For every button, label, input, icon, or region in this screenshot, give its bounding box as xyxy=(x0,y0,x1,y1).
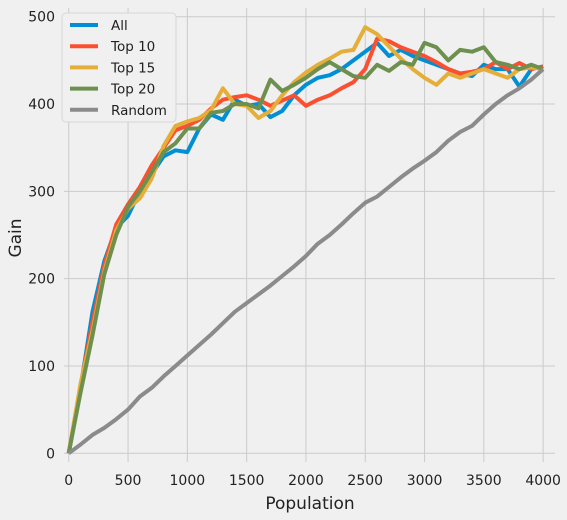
y-tick-label: 400 xyxy=(28,97,55,113)
series-line-top-10 xyxy=(66,36,544,454)
y-tick-label: 0 xyxy=(46,446,55,462)
x-tick-label: 1000 xyxy=(170,473,206,489)
series-lines xyxy=(66,25,545,455)
legend-label-all: All xyxy=(111,18,128,34)
y-tick-label: 500 xyxy=(28,10,55,26)
x-tick-label: 0 xyxy=(64,473,73,489)
y-axis-title: Gain xyxy=(6,218,26,257)
x-tick-label: 4000 xyxy=(525,473,561,489)
legend-label-top-20: Top 20 xyxy=(110,82,155,98)
series-line-top-20 xyxy=(66,40,544,454)
series-line-top-15 xyxy=(66,25,544,454)
series-line-random xyxy=(67,67,545,455)
y-tick-label: 100 xyxy=(28,359,55,375)
y-tick-label: 200 xyxy=(28,272,55,288)
x-tick-label: 3500 xyxy=(466,473,502,489)
legend: All Top 10 Top 15 Top 20 Random xyxy=(61,12,177,123)
x-tick-label: 3000 xyxy=(407,473,443,489)
y-tick-label: 300 xyxy=(28,184,55,200)
tick-labels: 0 500 1000 1500 2000 2500 3000 3500 4000 0 100 200 3… xyxy=(28,10,561,489)
legend-label-top-15: Top 15 xyxy=(110,60,155,76)
legend-label-random: Random xyxy=(111,103,167,119)
x-tick-label: 2000 xyxy=(288,473,324,489)
x-tick-label: 2500 xyxy=(347,473,383,489)
legend-box xyxy=(61,12,177,123)
x-tick-label: 1500 xyxy=(229,473,265,489)
legend-label-top-10: Top 10 xyxy=(110,39,155,55)
x-tick-label: 500 xyxy=(115,473,142,489)
x-axis-title: Population xyxy=(265,494,354,514)
